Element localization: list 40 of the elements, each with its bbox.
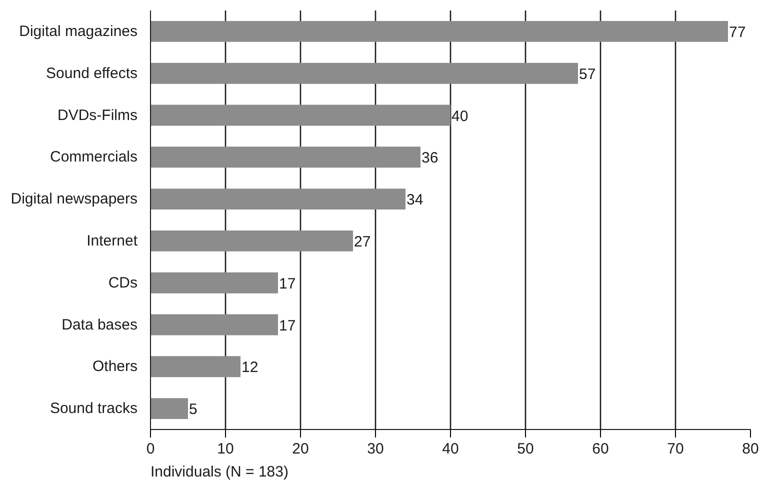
data-label: 17	[279, 275, 296, 292]
bar	[150, 356, 240, 378]
data-label: 40	[452, 108, 468, 125]
y-tick-label: Internet	[86, 232, 138, 250]
y-tick-label: CDs	[108, 274, 138, 292]
data-label: 34	[406, 192, 424, 209]
y-tick-label: Data bases	[62, 316, 138, 334]
y-tick-label: Commercials	[50, 148, 138, 166]
data-label: 57	[579, 66, 596, 83]
bar	[150, 272, 278, 294]
bar	[150, 188, 406, 210]
data-label: 77	[729, 24, 746, 41]
x-tick-label: 40	[442, 440, 459, 458]
y-tick-label: Sound effects	[46, 64, 138, 82]
x-tick-label: 80	[742, 440, 759, 458]
data-label: 36	[422, 150, 438, 167]
bar	[150, 398, 188, 420]
x-tick-label: 20	[292, 440, 309, 458]
y-tick-label: Sound tracks	[50, 400, 138, 418]
x-tick-label: 30	[367, 440, 384, 458]
bar	[150, 104, 450, 126]
y-tick-label: DVDs-Films	[58, 106, 138, 124]
x-tick-label: 60	[592, 440, 609, 458]
bar	[150, 62, 578, 84]
bar	[150, 20, 728, 42]
x-tick-label: 10	[217, 440, 234, 458]
x-tick-label: 70	[667, 440, 684, 458]
bar	[150, 230, 353, 252]
y-tick-label: Digital newspapers	[10, 190, 138, 208]
data-label: 12	[242, 359, 258, 376]
y-tick-label: Others	[92, 358, 138, 376]
x-tick-label: 50	[517, 440, 534, 458]
x-tick-label: 0	[146, 440, 155, 458]
y-tick-label: Digital magazines	[19, 22, 138, 40]
bar	[150, 314, 278, 336]
data-label: 27	[354, 233, 371, 250]
bar	[150, 146, 420, 168]
data-label: 5	[189, 401, 198, 418]
data-label: 17	[279, 317, 296, 334]
x-axis-title: Individuals (N = 183)	[150, 464, 288, 480]
